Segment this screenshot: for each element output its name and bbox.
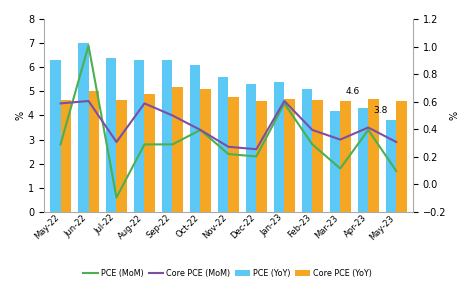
Bar (117, 100, 127, 212)
Bar (396, 101, 407, 212)
Core PCE (MoM) (86, 99, 91, 103)
Bar (218, 77, 228, 212)
PCE (MoM) (86, 44, 91, 47)
Core PCE (MoM) (254, 148, 259, 151)
Line: PCE (MoM): PCE (MoM) (61, 46, 396, 198)
Bar (134, 60, 145, 212)
Bar (312, 100, 323, 212)
Core PCE (MoM) (142, 102, 147, 105)
Legend: PCE (MoM), Core PCE (MoM), PCE (YoY), Core PCE (YoY): PCE (MoM), Core PCE (MoM), PCE (YoY), Co… (80, 266, 375, 281)
Bar (329, 111, 340, 212)
PCE (MoM) (114, 196, 119, 199)
PCE (MoM) (142, 143, 147, 146)
PCE (MoM) (226, 152, 231, 156)
Core PCE (MoM) (198, 128, 203, 132)
Bar (78, 43, 89, 212)
Bar (89, 91, 99, 212)
Bar (61, 100, 71, 212)
Bar (145, 94, 155, 212)
Y-axis label: %: % (449, 111, 459, 120)
Bar (273, 82, 284, 212)
Bar (228, 97, 239, 212)
PCE (MoM) (254, 155, 259, 158)
Core PCE (MoM) (226, 145, 231, 148)
Bar (340, 101, 351, 212)
PCE (MoM) (310, 143, 315, 146)
Core PCE (MoM) (114, 140, 119, 144)
Text: 4.6: 4.6 (346, 87, 360, 96)
Bar (385, 120, 396, 212)
Bar (50, 60, 61, 212)
PCE (MoM) (170, 143, 175, 146)
Text: 3.8: 3.8 (374, 106, 388, 115)
Bar (190, 65, 201, 212)
PCE (MoM) (58, 143, 64, 146)
PCE (MoM) (282, 102, 287, 105)
Core PCE (MoM) (365, 126, 371, 129)
PCE (MoM) (337, 167, 343, 170)
Y-axis label: %: % (15, 111, 25, 120)
Bar (256, 101, 267, 212)
Core PCE (MoM) (337, 138, 343, 141)
Line: Core PCE (MoM): Core PCE (MoM) (61, 101, 396, 149)
Bar (301, 89, 312, 212)
PCE (MoM) (198, 128, 203, 132)
Bar (162, 60, 173, 212)
Core PCE (MoM) (170, 114, 175, 117)
Bar (357, 108, 368, 212)
PCE (MoM) (365, 128, 371, 132)
PCE (MoM) (393, 169, 399, 173)
Bar (201, 89, 211, 212)
Bar (368, 99, 379, 212)
Bar (284, 99, 295, 212)
Bar (246, 84, 256, 212)
Bar (173, 87, 183, 212)
Core PCE (MoM) (282, 99, 287, 103)
Core PCE (MoM) (310, 128, 315, 132)
Bar (106, 58, 117, 212)
Core PCE (MoM) (393, 140, 399, 144)
Core PCE (MoM) (58, 102, 64, 105)
